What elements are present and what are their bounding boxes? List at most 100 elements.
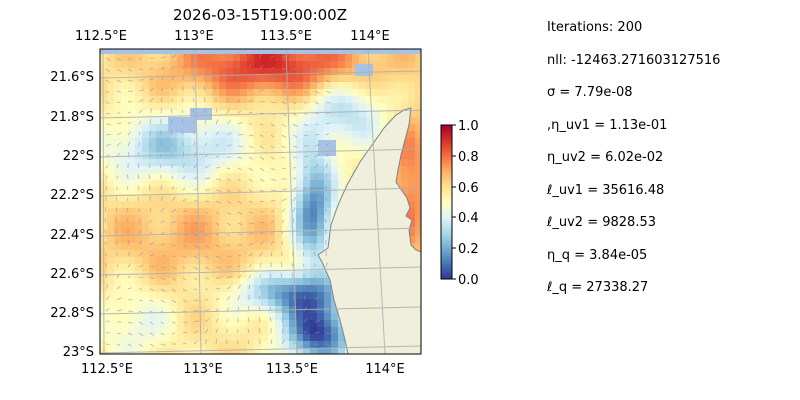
vector-arrow	[127, 343, 132, 347]
heat-cell	[170, 187, 178, 195]
vector-arrow	[281, 101, 287, 105]
heat-cell	[156, 68, 164, 76]
vector-arrow	[313, 240, 316, 246]
heat-cell	[212, 82, 220, 90]
heat-cell	[184, 159, 192, 167]
vector-arrow	[193, 288, 198, 291]
heat-cell	[415, 124, 421, 132]
heat-cell	[338, 89, 346, 97]
heat-cell	[107, 236, 115, 244]
heat-cell	[191, 180, 199, 188]
vector-arrow	[237, 99, 241, 103]
heat-cell	[394, 82, 402, 90]
heat-cell	[289, 96, 297, 104]
vector-arrow	[148, 163, 151, 169]
vector-arrow	[237, 75, 240, 81]
heat-cell	[121, 208, 129, 216]
heat-cell	[128, 215, 136, 223]
heat-cell	[289, 334, 297, 342]
heat-cell	[142, 236, 150, 244]
heat-cell	[282, 166, 290, 174]
heat-cell	[275, 257, 283, 265]
heat-cell	[205, 96, 213, 104]
heat-cell	[352, 131, 360, 139]
vector-arrow	[215, 86, 217, 92]
heat-cell	[254, 152, 262, 160]
heat-cell	[107, 313, 115, 321]
heat-cell	[408, 180, 416, 188]
heat-cell	[114, 187, 122, 195]
heat-cell	[226, 334, 234, 342]
heat-cell	[303, 194, 311, 202]
vector-arrow	[248, 156, 254, 160]
heat-cell	[142, 180, 150, 188]
heat-cell	[373, 96, 381, 104]
vector-arrow	[247, 340, 250, 345]
heat-cell	[310, 54, 318, 62]
heat-cell	[296, 327, 304, 335]
heat-cell	[198, 264, 206, 272]
heat-cell	[303, 250, 311, 258]
heat-cell	[310, 124, 318, 132]
heat-cell	[177, 201, 185, 209]
heat-cell	[282, 103, 290, 111]
heat-cell	[394, 96, 402, 104]
heat-cell	[282, 278, 290, 286]
bottom-tick-113: 113°E	[183, 362, 223, 377]
heat-cell	[163, 250, 171, 258]
heat-cell	[226, 327, 234, 335]
vector-arrow	[105, 134, 111, 136]
heat-cell	[317, 299, 325, 307]
heat-cell	[303, 320, 311, 328]
vector-arrow	[160, 343, 166, 346]
heat-cell	[219, 82, 227, 90]
vector-arrow	[127, 90, 133, 92]
heat-cell	[177, 152, 185, 160]
vector-arrow	[248, 222, 254, 224]
vector-arrow	[248, 274, 251, 279]
heat-cell	[156, 110, 164, 118]
vector-arrow	[259, 145, 264, 149]
heat-cell	[338, 117, 346, 125]
heat-cell	[156, 145, 164, 153]
heat-cell	[177, 229, 185, 237]
colorbar-label-3: 0.6	[458, 181, 479, 196]
vector-arrow	[105, 165, 109, 169]
heat-cell	[205, 89, 213, 97]
vector-arrow	[116, 142, 121, 147]
heat-cell	[163, 194, 171, 202]
heat-cell	[135, 222, 143, 230]
heat-cell	[198, 208, 206, 216]
heat-cell	[254, 173, 262, 181]
heat-cell	[177, 166, 185, 174]
heat-cell	[268, 68, 276, 76]
heat-cell	[198, 82, 206, 90]
heat-cell	[121, 299, 129, 307]
heat-cell	[219, 271, 227, 279]
heat-cell	[198, 271, 206, 279]
heat-cell	[247, 292, 255, 300]
vector-arrow	[115, 229, 118, 235]
heat-cell	[331, 110, 339, 118]
heat-cell	[191, 250, 199, 258]
heat-cell	[310, 348, 318, 354]
heat-cell	[296, 348, 304, 354]
heat-cell	[247, 180, 255, 188]
vector-arrow	[226, 339, 228, 345]
heat-cell	[268, 96, 276, 104]
heat-cell	[128, 201, 136, 209]
heat-cell	[247, 236, 255, 244]
vector-arrow	[181, 120, 184, 125]
vector-arrow	[247, 317, 250, 323]
heat-cell	[198, 187, 206, 195]
vector-arrow	[160, 321, 164, 325]
heat-cell	[233, 159, 241, 167]
vector-arrow	[149, 97, 154, 103]
vector-arrow	[182, 98, 184, 103]
heat-cell	[289, 320, 297, 328]
vector-arrow	[149, 219, 152, 224]
heat-cell	[177, 180, 185, 188]
heat-cell	[128, 103, 136, 111]
heat-cell	[163, 201, 171, 209]
vector-arrow	[281, 188, 287, 191]
